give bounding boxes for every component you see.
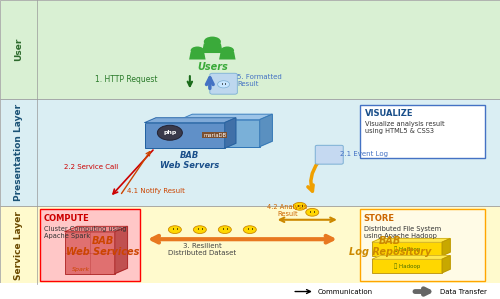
Text: Presentation Layer: Presentation Layer: [14, 104, 23, 201]
Bar: [372, 242, 442, 256]
Text: Data Transfer: Data Transfer: [440, 289, 486, 295]
Text: 1. HTTP Request: 1. HTTP Request: [95, 75, 158, 84]
Text: Cluster Computing using
Apache Spark: Cluster Computing using Apache Spark: [44, 226, 126, 239]
Polygon shape: [180, 114, 272, 120]
Text: Users: Users: [197, 62, 228, 72]
Polygon shape: [260, 114, 272, 147]
Polygon shape: [372, 239, 450, 242]
Text: BAB
Log Repository: BAB Log Repository: [348, 236, 431, 257]
Circle shape: [220, 46, 234, 54]
Circle shape: [218, 226, 232, 234]
Text: User: User: [14, 38, 23, 61]
Text: Distributed File System
using Apache Hadoop: Distributed File System using Apache Had…: [364, 226, 441, 239]
Bar: [65, 232, 115, 274]
Polygon shape: [65, 226, 128, 232]
Circle shape: [244, 226, 256, 234]
Text: BAB
Web Services: BAB Web Services: [66, 236, 139, 257]
Text: 4.1 Notify Result: 4.1 Notify Result: [128, 188, 186, 194]
Polygon shape: [202, 43, 223, 53]
Text: 🐘 Hadoop: 🐘 Hadoop: [394, 246, 420, 251]
Circle shape: [218, 81, 230, 88]
Text: 4.2 Analysis
Result: 4.2 Analysis Result: [267, 204, 308, 217]
Text: 3. Resilient
Distributed Dataset: 3. Resilient Distributed Dataset: [168, 243, 236, 256]
Text: Visualize analysis result
using HTML5 & CSS3: Visualize analysis result using HTML5 & …: [364, 121, 444, 134]
Text: 2.2 Service Call: 2.2 Service Call: [64, 164, 118, 170]
Text: STORE: STORE: [364, 214, 394, 223]
Bar: [0, 0, 500, 99]
Circle shape: [158, 125, 182, 140]
Polygon shape: [225, 118, 236, 148]
Text: mariaDB: mariaDB: [204, 133, 227, 138]
Polygon shape: [442, 239, 450, 256]
Bar: [40, 209, 140, 281]
Bar: [360, 209, 484, 281]
Circle shape: [294, 202, 306, 210]
Text: COMPUTE: COMPUTE: [44, 214, 90, 223]
Text: 🐘 Hadoop: 🐘 Hadoop: [394, 263, 420, 269]
Bar: [372, 259, 442, 273]
Bar: [0, 283, 500, 299]
Text: Spark: Spark: [72, 267, 90, 272]
Bar: [145, 123, 225, 148]
Polygon shape: [189, 52, 206, 60]
FancyBboxPatch shape: [316, 145, 343, 164]
Polygon shape: [145, 118, 236, 123]
Text: 2.1 Event Log: 2.1 Event Log: [340, 151, 388, 157]
FancyBboxPatch shape: [210, 73, 238, 94]
Polygon shape: [219, 52, 236, 60]
Circle shape: [190, 46, 204, 54]
Circle shape: [204, 36, 221, 47]
Text: php: php: [163, 130, 176, 135]
Bar: [0, 206, 500, 284]
Bar: [0, 99, 500, 206]
Text: VISUALIZE: VISUALIZE: [364, 109, 413, 118]
Polygon shape: [115, 226, 128, 274]
Polygon shape: [442, 256, 450, 273]
Text: Service Layer: Service Layer: [14, 211, 23, 280]
Text: BAB
Web Servers: BAB Web Servers: [160, 151, 220, 170]
Circle shape: [168, 226, 181, 234]
Circle shape: [194, 226, 206, 234]
Bar: [180, 120, 260, 147]
Circle shape: [306, 208, 319, 216]
Text: 5. Formatted
Result: 5. Formatted Result: [238, 74, 282, 87]
Polygon shape: [372, 256, 450, 259]
Text: Communication: Communication: [318, 289, 372, 295]
Bar: [360, 105, 484, 158]
